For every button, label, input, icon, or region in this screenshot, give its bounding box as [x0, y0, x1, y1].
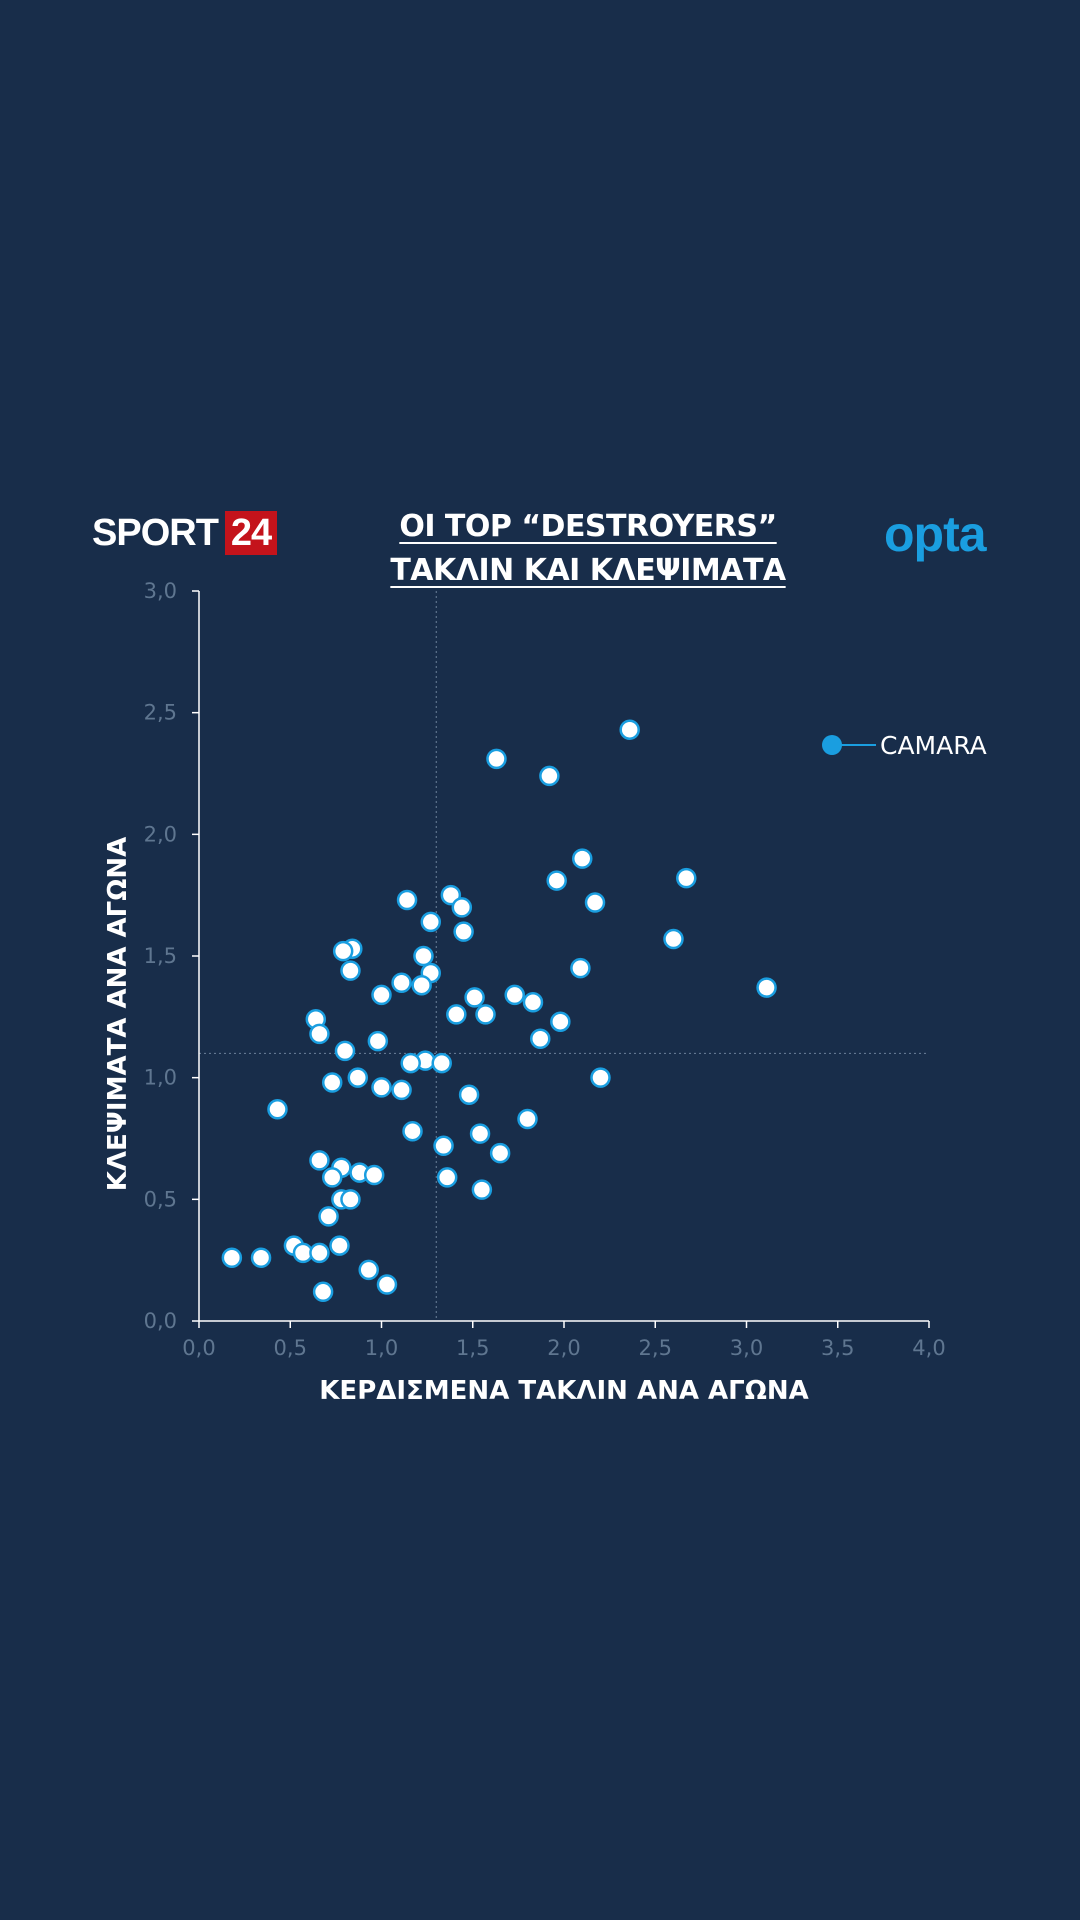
- data-point: [267, 1099, 288, 1120]
- data-point: [250, 1247, 272, 1268]
- x-tick-label: 2,5: [639, 1336, 672, 1360]
- data-point: [413, 945, 434, 967]
- data-point: [469, 1123, 491, 1144]
- data-point: [309, 1150, 330, 1171]
- x-tick-label: 4,0: [912, 1336, 945, 1360]
- data-point: [464, 987, 485, 1008]
- data-point: [309, 1242, 330, 1264]
- data-point: [309, 1023, 330, 1045]
- sport24-logo-word: SPORT: [92, 512, 219, 554]
- data-point: [332, 940, 354, 962]
- data-point: [756, 977, 777, 998]
- data-point: [619, 719, 640, 740]
- data-point: [584, 892, 606, 913]
- tick-labels: 0,0 0,5 1,0 1,5 2,0 2,5 3,0 3,5 4,0 0,0 0,5 1,0 1,5 2…: [144, 579, 946, 1360]
- x-tick-label: 0,0: [182, 1336, 215, 1360]
- data-point: [347, 1067, 369, 1088]
- data-point: [400, 1052, 421, 1074]
- y-tick-label: 0,5: [144, 1187, 177, 1211]
- data-point: [663, 928, 684, 950]
- data-point: [486, 748, 507, 770]
- data-point: [318, 1206, 339, 1227]
- data-point: [572, 848, 593, 869]
- data-point: [676, 867, 697, 889]
- data-point: [530, 1028, 551, 1049]
- reference-lines: [199, 591, 929, 1321]
- x-tick-label: 3,5: [821, 1336, 854, 1360]
- x-tick-label: 1,5: [456, 1336, 489, 1360]
- y-tick-label: 3,0: [144, 579, 177, 603]
- data-point: [391, 972, 412, 994]
- data-point: [391, 1079, 412, 1101]
- x-tick-label: 3,0: [730, 1336, 763, 1360]
- data-point: [340, 960, 361, 981]
- data-point: [363, 1164, 385, 1186]
- data-point: [550, 1011, 571, 1032]
- data-point: [489, 1142, 511, 1164]
- data-point: [358, 1259, 379, 1281]
- y-tick-label: 0,0: [144, 1309, 177, 1333]
- data-point: [371, 984, 392, 1006]
- chart-axes: [192, 590, 930, 1328]
- data-point: [340, 1189, 361, 1210]
- y-tick-label: 1,5: [144, 944, 177, 968]
- data-point: [321, 1167, 343, 1188]
- data-point: [475, 1004, 496, 1025]
- data-point: [436, 1167, 458, 1188]
- data-point: [546, 870, 567, 891]
- data-point: [221, 1247, 243, 1268]
- x-tick-label: 0,5: [274, 1336, 307, 1360]
- data-point: [446, 1004, 467, 1025]
- data-point: [504, 984, 525, 1006]
- data-point: [539, 765, 560, 787]
- chart-legend: CAMARA: [822, 731, 987, 760]
- data-point: [402, 1120, 423, 1142]
- data-point: [590, 1067, 611, 1088]
- data-point: [312, 1281, 334, 1303]
- x-tick-label: 2,0: [547, 1336, 580, 1360]
- sport24-logo-number: 24: [224, 511, 278, 555]
- x-tick-label: 1,0: [365, 1336, 398, 1360]
- data-point: [433, 1135, 454, 1157]
- y-tick-label: 2,0: [144, 822, 177, 846]
- data-point: [471, 1179, 493, 1200]
- data-point: [411, 974, 432, 996]
- x-axis-title: ΚΕΡΔΙΣΜΕΝΑ ΤΑΚΛΙΝ ΑΝΑ ΑΓΩΝΑ: [319, 1376, 808, 1406]
- data-point: [367, 1030, 389, 1052]
- data-point: [321, 1072, 343, 1093]
- sport24-logo: SPORT 24: [92, 510, 278, 556]
- data-point: [376, 1274, 398, 1295]
- data-point: [522, 991, 544, 1013]
- legend-label: CAMARA: [880, 731, 987, 760]
- y-tick-label: 2,5: [144, 701, 177, 725]
- data-point: [517, 1108, 538, 1130]
- data-point: [371, 1077, 392, 1098]
- y-tick-label: 1,0: [144, 1066, 177, 1090]
- data-point: [420, 911, 442, 933]
- data-point: [451, 897, 473, 918]
- data-point: [334, 1040, 356, 1062]
- data-point: [458, 1084, 480, 1105]
- y-axis-title: ΚΛΕΨΙΜΑΤΑ ΑΝΑ ΑΓΩΝΑ: [103, 837, 133, 1191]
- data-point: [453, 921, 474, 942]
- data-point: [570, 957, 591, 979]
- legend-marker: [822, 735, 842, 755]
- data-points: [221, 719, 777, 1303]
- data-point: [431, 1052, 452, 1074]
- data-point: [329, 1235, 350, 1256]
- data-point: [396, 889, 418, 911]
